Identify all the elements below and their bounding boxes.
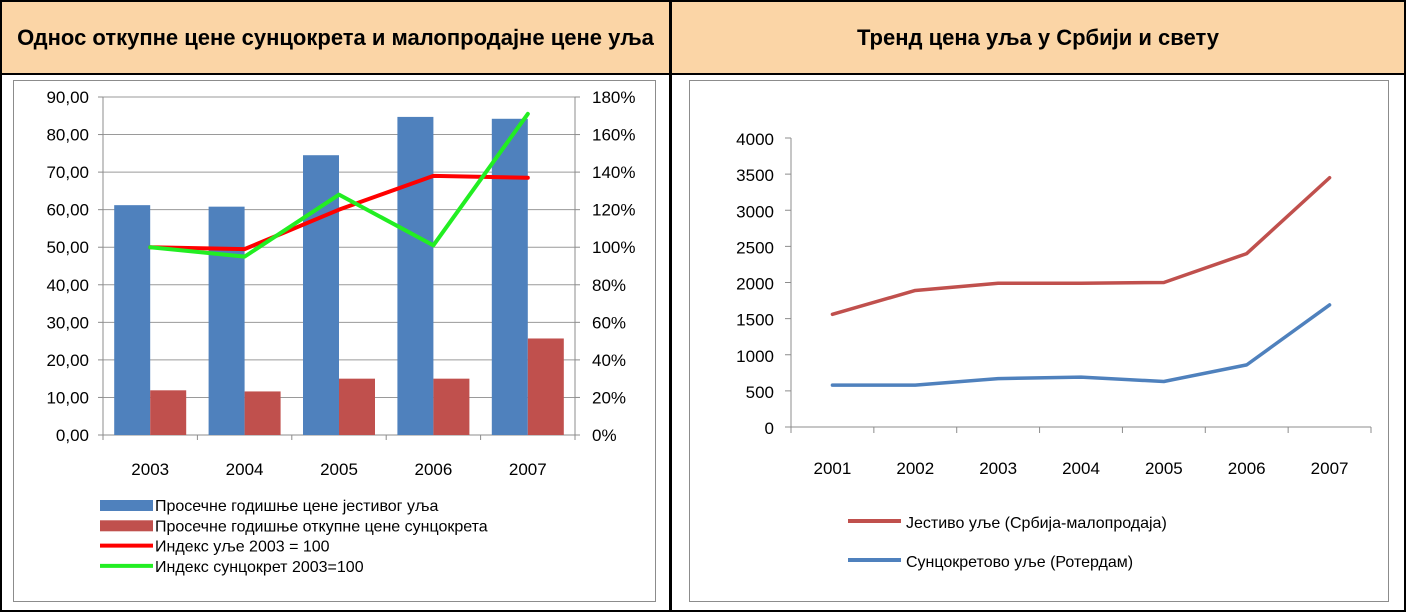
price-relation-chart-panel: 0,00 10,00 20,00 30,00 40,00 50,00 60,00 70,00 8… — [13, 80, 656, 602]
x-axis-tick-label: 2007 — [509, 460, 547, 479]
y-axis-tick-label: 70,00 — [46, 163, 89, 182]
x-axis-tick-label: 2006 — [414, 460, 452, 479]
y-axis-tick-label: 0 — [765, 419, 774, 438]
x-axis-tick-label: 2003 — [131, 460, 169, 479]
oil-price-trend-chart-panel: 0 500 1000 1500 2000 2500 3000 3500 4000 2001 2002… — [689, 80, 1389, 602]
legend-label: Индекс уље 2003 = 100 — [155, 539, 330, 556]
right-chart-header: Тренд цена уља у Србији и свету — [672, 2, 1404, 73]
price-relation-chart: 0,00 10,00 20,00 30,00 40,00 50,00 60,00 70,00 8… — [46, 88, 635, 576]
x-axis-tick-label: 2007 — [1311, 459, 1349, 478]
bar — [491, 118, 528, 435]
oil-price-trend-chart: 0 500 1000 1500 2000 2500 3000 3500 4000 2001 2002… — [736, 130, 1372, 571]
legend-label: Сунцокретово уље (Ротердам) — [906, 554, 1133, 571]
y-axis-tick-label: 2000 — [736, 275, 774, 294]
y-axis-tick-label: 80,00 — [46, 126, 89, 145]
y2-axis-tick-label: 180% — [592, 88, 635, 107]
x-axis-tick-label: 2005 — [1145, 459, 1183, 478]
y-axis-tick-label: 4000 — [736, 130, 774, 149]
y-axis-tick-label: 90,00 — [46, 88, 89, 107]
y-axis-tick-label: 1500 — [736, 311, 774, 330]
y2-axis-tick-label: 0% — [592, 426, 617, 445]
x-axis-tick-label: 2002 — [896, 459, 934, 478]
legend-label: Просечне годишње откупне цене сунцокрета — [155, 518, 488, 535]
x-axis-tick-label: 2004 — [1062, 459, 1100, 478]
y-axis-tick-label: 50,00 — [46, 238, 89, 257]
y-axis-tick-label: 60,00 — [46, 201, 89, 220]
y-axis-tick-label: 30,00 — [46, 313, 89, 332]
y-axis-tick-label: 20,00 — [46, 351, 89, 370]
y-axis-tick-label: 0,00 — [56, 426, 89, 445]
header-divider — [2, 73, 1404, 75]
y2-axis-tick-label: 80% — [592, 276, 626, 295]
bar — [339, 378, 375, 435]
bar — [433, 378, 470, 435]
y-axis-tick-label: 500 — [746, 383, 774, 402]
series-line — [148, 111, 530, 259]
x-axis-tick-label: 2006 — [1228, 459, 1266, 478]
bar — [208, 206, 245, 435]
bar — [150, 390, 187, 435]
series-line — [830, 175, 1332, 317]
legend-label: Просечне годишње цене јестивог уља — [155, 498, 438, 515]
bar — [303, 155, 339, 435]
y-axis-tick-label: 10,00 — [46, 388, 89, 407]
y2-axis-tick-label: 20% — [592, 388, 626, 407]
y2-axis-tick-label: 40% — [592, 351, 626, 370]
bar — [527, 338, 564, 435]
y-axis-tick-label: 2500 — [736, 238, 774, 257]
bar — [114, 205, 151, 435]
left-chart-header: Однос откупне цене сунцокрета и малопрод… — [2, 2, 669, 73]
x-axis-tick-label: 2004 — [226, 460, 264, 479]
column-divider — [669, 2, 672, 610]
legend-label: Јестиво уље (Србија-малопродаја) — [906, 515, 1167, 532]
y2-axis-tick-label: 60% — [592, 313, 626, 332]
bar — [244, 391, 281, 435]
y-axis-tick-label: 40,00 — [46, 276, 89, 295]
y-axis-tick-label: 3000 — [736, 202, 774, 221]
y2-axis-tick-label: 160% — [592, 126, 635, 145]
x-axis-tick-label: 2001 — [814, 459, 852, 478]
series-line — [830, 303, 1332, 387]
y2-axis-tick-label: 140% — [592, 163, 635, 182]
series-line — [148, 173, 530, 252]
y2-axis-tick-label: 100% — [592, 238, 635, 257]
y2-axis-tick-label: 120% — [592, 201, 635, 220]
y-axis-tick-label: 1000 — [736, 347, 774, 366]
bar — [397, 116, 434, 435]
legend-swatch — [100, 520, 153, 532]
x-axis-tick-label: 2005 — [320, 460, 358, 479]
legend-label: Индекс сунцокрет 2003=100 — [155, 559, 364, 576]
legend-swatch — [100, 500, 153, 511]
x-axis-tick-label: 2003 — [979, 459, 1017, 478]
y-axis-tick-label: 3500 — [736, 166, 774, 185]
